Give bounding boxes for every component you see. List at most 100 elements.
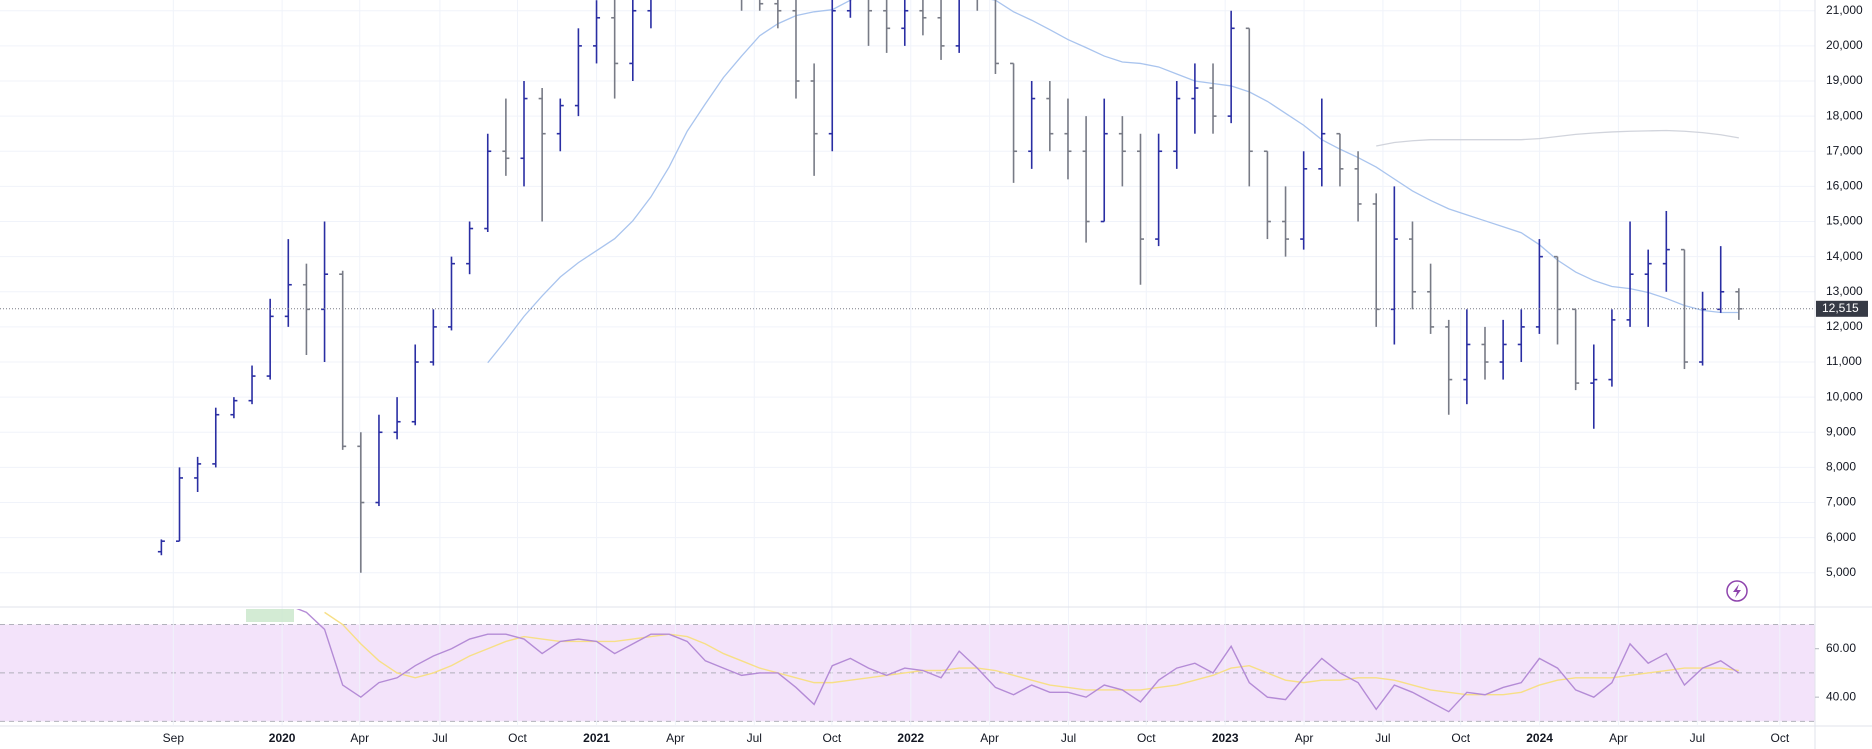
ohlc-bar <box>520 81 528 187</box>
ohlc-bar <box>1173 81 1181 169</box>
x-tick-label: Jul <box>1061 731 1076 745</box>
ohlc-bar <box>1535 239 1543 334</box>
y-tick-label: 5,000 <box>1826 565 1856 579</box>
y-tick-label: 8,000 <box>1826 460 1856 474</box>
x-tick-label: Apr <box>1609 731 1628 745</box>
x-tick-label: Oct <box>823 731 842 745</box>
moving-average <box>487 0 1739 364</box>
ohlc-bar <box>792 0 800 99</box>
ohlc-bar <box>1100 98 1108 223</box>
ohlc-bar <box>1590 344 1598 429</box>
ohlc-bar <box>393 397 401 440</box>
ohlc-bar <box>919 0 927 36</box>
ohlc-bar <box>176 467 184 542</box>
ohlc-bar <box>1427 263 1435 334</box>
rsi-line <box>296 609 1740 713</box>
ohlc-bar <box>1136 133 1144 285</box>
ohlc-bar <box>740 0 743 11</box>
ohlc-bar <box>1282 186 1290 257</box>
ohlc-bar <box>1572 308 1580 391</box>
ohlc-bar <box>321 221 329 363</box>
ohlc-bar <box>1227 10 1235 124</box>
x-tick-label: Jul <box>1375 731 1390 745</box>
y-tick-label: 21,000 <box>1826 3 1863 17</box>
ohlc-bar <box>1372 193 1380 327</box>
alert-icon[interactable] <box>1726 580 1748 602</box>
ohlc-bar <box>1046 81 1054 152</box>
x-tick-label: Jul <box>432 731 447 745</box>
ohlc-bar <box>157 539 165 556</box>
ohlc-bar <box>411 344 419 426</box>
y-tick-label: 18,000 <box>1826 108 1863 122</box>
ohlc-bar <box>484 133 492 233</box>
x-tick-label: Apr <box>980 731 999 745</box>
ohlc-bar <box>994 0 999 74</box>
x-tick-label: Apr <box>666 731 685 745</box>
ohlc-bar <box>1517 309 1525 363</box>
ohlc-bar <box>1354 151 1362 222</box>
ohlc-bar <box>447 256 455 331</box>
ohlc-bar <box>466 221 474 275</box>
x-tick-label: Apr <box>1295 731 1314 745</box>
y-tick-label: 60.00 <box>1826 641 1856 655</box>
rsi-highlight <box>246 609 294 622</box>
ohlc-bar <box>194 456 202 492</box>
ohlc-bar <box>1608 309 1616 387</box>
y-tick-label: 13,000 <box>1826 284 1863 298</box>
x-tick-label: 2021 <box>583 731 610 745</box>
ohlc-bar <box>1463 309 1471 405</box>
ohlc-bar <box>1390 186 1398 345</box>
y-tick-label: 40.00 <box>1826 689 1856 703</box>
ohlc-bar <box>937 0 945 60</box>
y-tick-label: 19,000 <box>1826 73 1863 87</box>
ohlc-bar <box>556 98 564 152</box>
ohlc-bar <box>828 0 836 152</box>
ohlc-bar <box>1010 62 1018 183</box>
ohlc-bar <box>1554 255 1562 345</box>
ohlc-bar <box>758 0 764 11</box>
y-tick-label: 9,000 <box>1826 424 1856 438</box>
x-tick-label: Oct <box>1770 731 1789 745</box>
x-tick-label: 2020 <box>269 731 296 745</box>
x-tick-label: 2024 <box>1526 731 1553 745</box>
ohlc-bar <box>302 263 310 355</box>
last-price-label: 12,515 <box>1822 301 1859 315</box>
ohlc-bar <box>955 0 960 53</box>
ohlc-bar <box>867 0 873 46</box>
x-tick-label: Oct <box>1451 731 1470 745</box>
y-tick-label: 11,000 <box>1826 354 1862 368</box>
ohlc-bar <box>538 88 546 222</box>
ohlc-bar <box>846 0 852 18</box>
ohlc-bar <box>1028 81 1036 169</box>
y-tick-label: 15,000 <box>1826 214 1863 228</box>
ohlc-bar <box>1082 116 1090 243</box>
ohlc-bar <box>375 414 383 507</box>
ohlc-bar <box>1155 133 1163 247</box>
x-tick-label: 2023 <box>1212 731 1239 745</box>
y-tick-label: 7,000 <box>1826 495 1856 509</box>
price-pane <box>0 0 1815 573</box>
ohlc-bar <box>1481 326 1489 380</box>
ohlc-bar <box>502 98 510 176</box>
ohlc-bar <box>647 0 652 29</box>
ohlc-bar <box>230 397 238 419</box>
ohlc-bar <box>1680 248 1688 370</box>
ohlc-bar <box>1445 319 1453 415</box>
y-tick-label: 16,000 <box>1826 179 1863 193</box>
x-tick-label: Sep <box>163 731 185 745</box>
y-tick-label: 6,000 <box>1826 530 1856 544</box>
x-tick-label: Jul <box>1690 731 1705 745</box>
ohlc-bar <box>339 270 347 450</box>
ohlc-bar <box>810 63 818 176</box>
y-tick-label: 20,000 <box>1826 38 1863 52</box>
ohlc-bar <box>574 28 582 117</box>
ohlc-bar <box>593 0 601 64</box>
y-tick-label: 17,000 <box>1826 143 1863 157</box>
x-tick-label: 2022 <box>897 731 924 745</box>
ohlc-bar <box>1699 291 1707 366</box>
moving-average <box>1376 129 1739 147</box>
x-tick-label: Jul <box>747 731 762 745</box>
ohlc-bar <box>1644 249 1652 327</box>
x-tick-label: Apr <box>350 731 369 745</box>
